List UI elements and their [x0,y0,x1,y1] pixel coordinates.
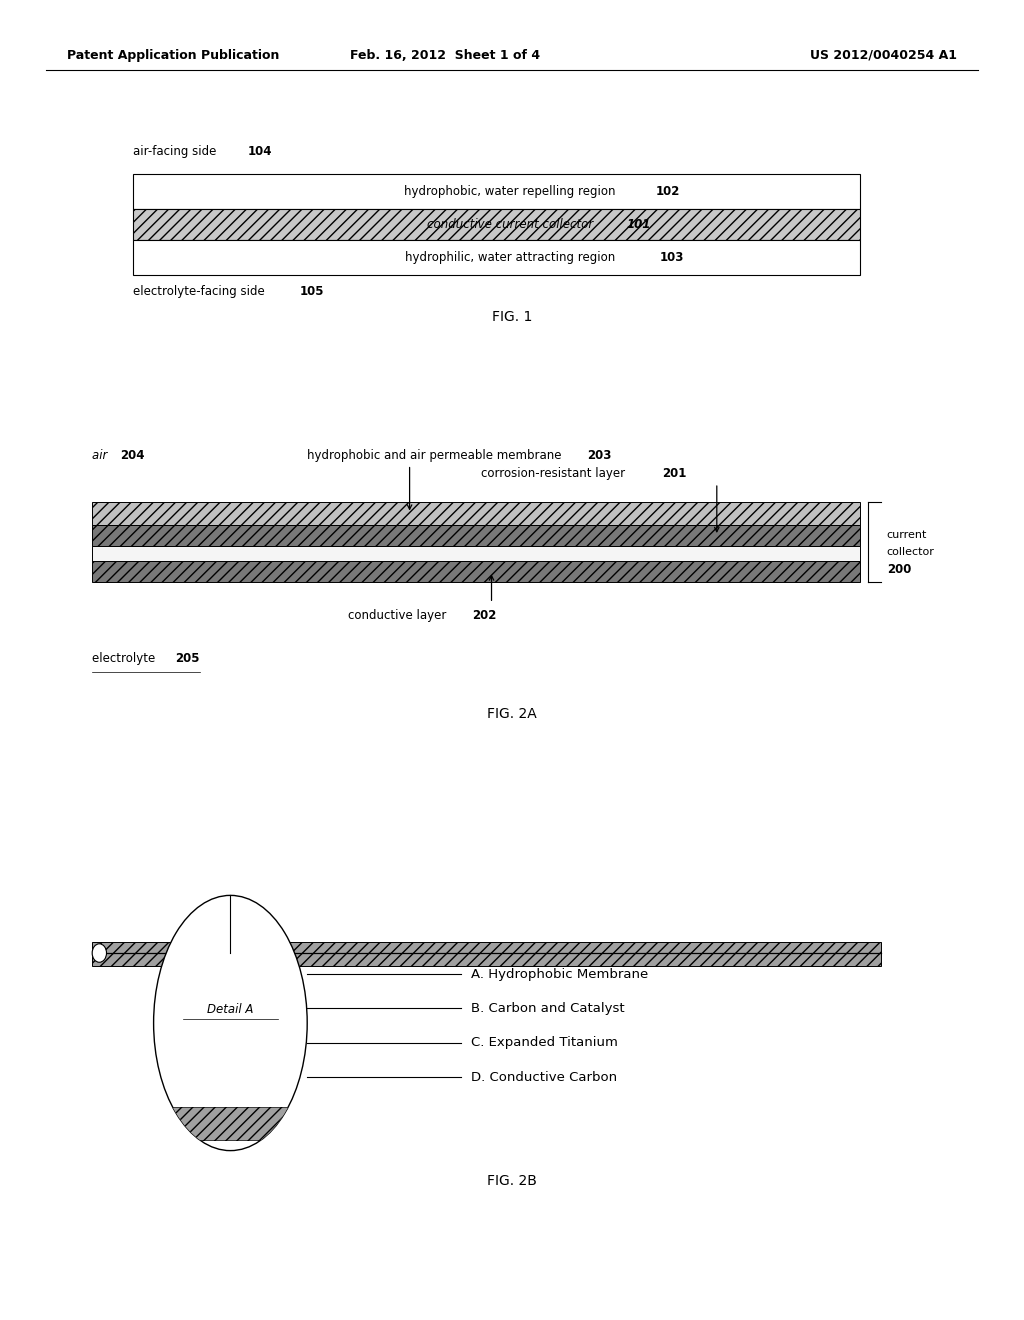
Text: hydrophobic, water repelling region: hydrophobic, water repelling region [404,185,620,198]
Text: B. Carbon and Catalyst: B. Carbon and Catalyst [471,1002,625,1015]
Text: electrolyte: electrolyte [92,652,159,665]
Text: 105: 105 [300,285,325,298]
Text: FIG. 2A: FIG. 2A [487,708,537,721]
Bar [133,209,860,240]
Circle shape [92,944,106,962]
Bar [92,942,881,966]
Text: corrosion-resistant layer: corrosion-resistant layer [481,467,629,480]
Text: 103: 103 [659,251,684,264]
Text: current: current [887,531,927,540]
Text: collector: collector [887,548,935,557]
Text: 102: 102 [655,185,680,198]
Text: 104: 104 [248,145,272,158]
Bar [154,1107,307,1140]
Bar [133,174,860,209]
Text: air: air [92,449,112,462]
Text: conductive layer: conductive layer [348,609,451,622]
Text: US 2012/0040254 A1: US 2012/0040254 A1 [810,49,957,62]
Text: 203: 203 [587,449,611,462]
Text: hydrophobic and air permeable membrane: hydrophobic and air permeable membrane [307,449,565,462]
Bar [92,561,860,582]
Bar [133,240,860,275]
Text: air-facing side: air-facing side [133,145,220,158]
Text: 101: 101 [627,218,651,231]
Text: Patent Application Publication: Patent Application Publication [67,49,279,62]
Text: Detail A: Detail A [207,1003,254,1016]
Text: 204: 204 [120,449,144,462]
Text: A. Hydrophobic Membrane: A. Hydrophobic Membrane [471,968,648,981]
Text: D. Conductive Carbon: D. Conductive Carbon [471,1071,617,1084]
Bar [92,546,860,561]
Bar [92,525,860,546]
Text: conductive current collector: conductive current collector [427,218,597,231]
Text: Feb. 16, 2012  Sheet 1 of 4: Feb. 16, 2012 Sheet 1 of 4 [350,49,541,62]
Text: FIG. 2B: FIG. 2B [487,1175,537,1188]
Text: 202: 202 [472,609,497,622]
Text: 200: 200 [887,564,911,576]
Bar [92,502,860,525]
Text: FIG. 1: FIG. 1 [492,310,532,323]
Text: hydrophilic, water attracting region: hydrophilic, water attracting region [406,251,618,264]
Ellipse shape [154,895,307,1151]
Text: 205: 205 [175,652,200,665]
Text: 201: 201 [663,467,687,480]
Text: electrolyte-facing side: electrolyte-facing side [133,285,268,298]
Text: C. Expanded Titanium: C. Expanded Titanium [471,1036,617,1049]
